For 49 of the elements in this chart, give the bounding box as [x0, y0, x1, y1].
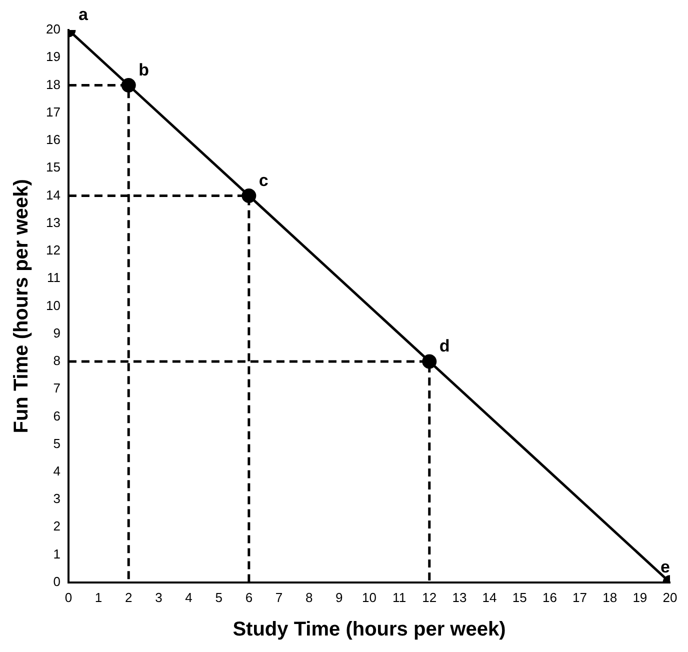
y-tick-label: 9 — [53, 325, 60, 340]
x-tick-label: 2 — [124, 590, 132, 605]
x-tick-label: 17 — [572, 590, 588, 605]
x-tick-label: 0 — [64, 590, 72, 605]
x-tick-label: 5 — [215, 590, 222, 605]
y-tick-label: 8 — [53, 353, 60, 368]
x-tick-label: 8 — [305, 590, 313, 605]
y-tick-label: 15 — [46, 160, 60, 175]
y-tick-label: 12 — [46, 242, 60, 258]
x-axis-title: Study Time (hours per week) — [232, 618, 506, 641]
y-tick-label: 14 — [46, 187, 60, 202]
annotation: a — [78, 5, 88, 24]
x-tick-label: 1 — [94, 590, 102, 605]
annotation: c — [258, 170, 268, 190]
y-tick-label: 20 — [46, 22, 60, 37]
x-tick-label: 14 — [482, 590, 497, 605]
annotation: d — [439, 336, 450, 356]
y-tick-label: 5 — [53, 436, 60, 451]
annotation: e — [660, 558, 670, 577]
y-tick-label: 1 — [53, 546, 60, 562]
x-tick-label: 4 — [185, 590, 192, 605]
y-tick-label: 13 — [46, 214, 60, 230]
x-tick-label: 13 — [452, 590, 467, 605]
x-tick-label: 18 — [602, 590, 618, 605]
x-tick-label: 19 — [632, 590, 648, 605]
x-tick-label: 10 — [362, 590, 376, 605]
y-tick-label: 7 — [53, 380, 60, 396]
y-tick-label: 19 — [46, 49, 60, 64]
annotation: b — [138, 60, 150, 80]
y-tick-label: 4 — [53, 464, 60, 478]
y-tick-label: 6 — [53, 408, 60, 424]
y-tick-label: 3 — [53, 491, 60, 506]
x-tick-label: 20 — [662, 590, 678, 605]
x-tick-label: 7 — [275, 590, 283, 605]
y-tick-label: 11 — [46, 270, 60, 286]
x-tick-label: 11 — [392, 590, 406, 605]
y-tick-label: 2 — [53, 518, 60, 534]
x-tick-label: 9 — [336, 590, 343, 605]
y-tick-label: 10 — [46, 298, 60, 313]
x-tick-label: 15 — [512, 590, 527, 605]
y-axis-title: Fun Time (hours per week) — [10, 179, 33, 434]
x-tick-label: 6 — [245, 590, 253, 605]
x-tick-label: 12 — [422, 590, 437, 605]
y-tick-label: 18 — [46, 76, 60, 92]
x-tick-label: 16 — [542, 590, 557, 605]
y-tick-label: 17 — [46, 104, 60, 120]
y-tick-label: 16 — [46, 132, 60, 148]
x-tick-label: 3 — [155, 590, 162, 605]
y-tick-label: 0 — [53, 574, 60, 589]
